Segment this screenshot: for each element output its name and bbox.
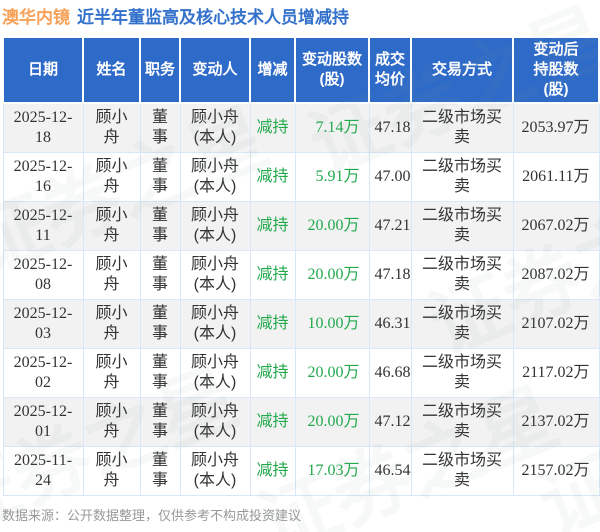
cell-avg-price: 47.12 (368, 397, 412, 447)
col-header-avg-price: 成交 均价 (368, 36, 412, 104)
table-row: 2025-12-08 顾小舟 董事 顾小舟 (本人) 减持 20.00万 47.18 二级市场… (2, 250, 600, 300)
cell-avg-price: 47.18 (368, 102, 412, 153)
cell-shares: 20.00万 (294, 250, 370, 300)
cell-position: 董事 (139, 201, 181, 251)
cell-person: 顾小舟 (本人) (179, 201, 251, 251)
cell-name: 顾小舟 (82, 348, 141, 398)
cell-direction: 减持 (249, 102, 296, 153)
cell-shares: 20.00万 (294, 397, 370, 447)
cell-date: 2025-12-02 (2, 348, 84, 398)
cell-name: 顾小舟 (82, 152, 141, 202)
cell-shares: 17.03万 (294, 446, 370, 496)
data-source-note: 数据来源：公开数据整理，仅供参考不构成投资建议 (2, 508, 302, 523)
cell-person: 顾小舟 (本人) (179, 102, 251, 153)
page-title: 澳华内镜 近半年董监高及核心技术人员增减持 (0, 0, 600, 36)
cell-name: 顾小舟 (82, 201, 141, 251)
cell-avg-price: 47.21 (368, 201, 412, 251)
cell-avg-price: 46.68 (368, 348, 412, 398)
cell-after: 2087.02万 (512, 250, 600, 300)
cell-method: 二级市场买卖 (410, 299, 514, 349)
cell-position: 董事 (139, 446, 181, 496)
table-body: 2025-12-18 顾小舟 董事 顾小舟 (本人) 减持 7.14万 47.18 二级市场买… (2, 102, 600, 496)
table-row: 2025-12-16 顾小舟 董事 顾小舟 (本人) 减持 5.91万 47.00 二级市场买… (2, 152, 600, 202)
cell-direction: 减持 (249, 299, 296, 349)
title-text: 近半年董监高及核心技术人员增减持 (77, 8, 349, 27)
col-header-shares: 变动股数 (股) (294, 36, 370, 104)
cell-date: 2025-12-03 (2, 299, 84, 349)
cell-date: 2025-12-01 (2, 397, 84, 447)
cell-date: 2025-12-11 (2, 201, 84, 251)
cell-date: 2025-11-24 (2, 446, 84, 496)
cell-shares: 20.00万 (294, 201, 370, 251)
cell-position: 董事 (139, 250, 181, 300)
cell-position: 董事 (139, 102, 181, 153)
cell-name: 顾小舟 (82, 397, 141, 447)
cell-direction: 减持 (249, 348, 296, 398)
cell-date: 2025-12-18 (2, 102, 84, 153)
cell-direction: 减持 (249, 152, 296, 202)
cell-after: 2137.02万 (512, 397, 600, 447)
col-header-name: 姓名 (82, 36, 141, 104)
cell-after: 2117.02万 (512, 348, 600, 398)
cell-method: 二级市场买卖 (410, 201, 514, 251)
cell-after: 2053.97万 (512, 102, 600, 153)
cell-person: 顾小舟 (本人) (179, 446, 251, 496)
col-header-position: 职务 (139, 36, 181, 104)
cell-avg-price: 46.54 (368, 446, 412, 496)
col-header-date: 日期 (2, 36, 84, 104)
cell-person: 顾小舟 (本人) (179, 397, 251, 447)
cell-direction: 减持 (249, 201, 296, 251)
cell-name: 顾小舟 (82, 446, 141, 496)
cell-date: 2025-12-16 (2, 152, 84, 202)
cell-direction: 减持 (249, 446, 296, 496)
cell-method: 二级市场买卖 (410, 102, 514, 153)
cell-person: 顾小舟 (本人) (179, 348, 251, 398)
cell-method: 二级市场买卖 (410, 348, 514, 398)
cell-name: 顾小舟 (82, 102, 141, 153)
table-row: 2025-12-02 顾小舟 董事 顾小舟 (本人) 减持 20.00万 46.68 二级市场… (2, 348, 600, 398)
cell-name: 顾小舟 (82, 299, 141, 349)
cell-position: 董事 (139, 152, 181, 202)
cell-person: 顾小舟 (本人) (179, 250, 251, 300)
cell-avg-price: 46.31 (368, 299, 412, 349)
table-row: 2025-12-11 顾小舟 董事 顾小舟 (本人) 减持 20.00万 47.21 二级市场… (2, 201, 600, 251)
cell-after: 2061.11万 (512, 152, 600, 202)
col-header-direction: 增减 (249, 36, 296, 104)
cell-avg-price: 47.18 (368, 250, 412, 300)
cell-name: 顾小舟 (82, 250, 141, 300)
cell-avg-price: 47.00 (368, 152, 412, 202)
col-header-after: 变动后 持股数 (股) (512, 36, 600, 104)
table-row: 2025-12-03 顾小舟 董事 顾小舟 (本人) 减持 10.00万 46.31 二级市场… (2, 299, 600, 349)
cell-method: 二级市场买卖 (410, 152, 514, 202)
cell-date: 2025-12-08 (2, 250, 84, 300)
cell-position: 董事 (139, 299, 181, 349)
cell-after: 2107.02万 (512, 299, 600, 349)
cell-direction: 减持 (249, 250, 296, 300)
table-header-row: 日期 姓名 职务 变动人 增减 变动股数 (股) 成交 均价 交易方式 变动后 … (2, 36, 600, 104)
cell-person: 顾小舟 (本人) (179, 299, 251, 349)
cell-method: 二级市场买卖 (410, 446, 514, 496)
cell-position: 董事 (139, 397, 181, 447)
cell-method: 二级市场买卖 (410, 397, 514, 447)
col-header-person: 变动人 (179, 36, 251, 104)
cell-shares: 10.00万 (294, 299, 370, 349)
cell-after: 2157.02万 (512, 446, 600, 496)
cell-shares: 5.91万 (294, 152, 370, 202)
col-header-method: 交易方式 (410, 36, 514, 104)
cell-after: 2067.02万 (512, 201, 600, 251)
cell-person: 顾小舟 (本人) (179, 152, 251, 202)
table-row: 2025-11-24 顾小舟 董事 顾小舟 (本人) 减持 17.03万 46.54 二级市场… (2, 446, 600, 496)
table-row: 2025-12-01 顾小舟 董事 顾小舟 (本人) 减持 20.00万 47.12 二级市场… (2, 397, 600, 447)
holdings-table: 日期 姓名 职务 变动人 增减 变动股数 (股) 成交 均价 交易方式 变动后 … (2, 36, 600, 496)
stock-name: 澳华内镜 (2, 8, 70, 27)
table-row: 2025-12-18 顾小舟 董事 顾小舟 (本人) 减持 7.14万 47.18 二级市场买… (2, 102, 600, 153)
cell-shares: 20.00万 (294, 348, 370, 398)
cell-position: 董事 (139, 348, 181, 398)
cell-shares: 7.14万 (294, 102, 370, 153)
cell-direction: 减持 (249, 397, 296, 447)
cell-method: 二级市场买卖 (410, 250, 514, 300)
